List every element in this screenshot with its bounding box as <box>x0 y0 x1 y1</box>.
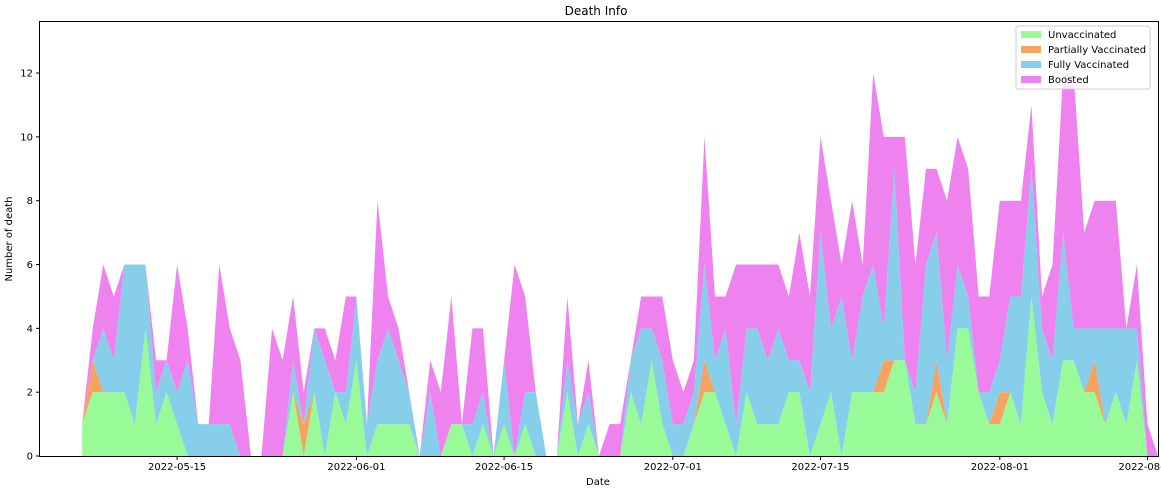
x-axis-ticks: 2022-05-15 2022-06-01 2022-06-15 2022-07-01… <box>148 456 1161 473</box>
y-tick-label: 2 <box>27 388 33 399</box>
area-fully-vaccinated <box>82 168 1159 457</box>
legend-label: Partially Vaccinated <box>1048 45 1146 56</box>
stacked-areas <box>82 73 1159 457</box>
legend-label: Fully Vaccinated <box>1048 60 1129 71</box>
y-tick-label: 4 <box>27 324 33 335</box>
y-tick-label: 8 <box>27 196 33 207</box>
y-tick-label: 0 <box>27 452 33 463</box>
x-axis-label: Date <box>586 477 610 488</box>
legend-box <box>1015 25 1151 90</box>
x-tick-label: 2022-07-15 <box>791 462 849 473</box>
y-tick-label: 12 <box>20 69 33 80</box>
y-tick-label: 6 <box>27 260 33 271</box>
legend-swatch <box>1021 76 1041 83</box>
x-tick-label: 2022-08-15 <box>1118 462 1161 473</box>
chart-title: Death Info <box>565 4 628 18</box>
x-tick-label: 2022-06-01 <box>327 462 385 473</box>
legend-swatch <box>1021 61 1041 68</box>
legend-label: Unvaccinated <box>1048 30 1116 41</box>
legend-label: Boosted <box>1048 75 1089 86</box>
legend-swatch <box>1021 31 1041 38</box>
area-unvaccinated <box>82 296 1159 456</box>
x-tick-label: 2022-07-01 <box>644 462 702 473</box>
plot-frame <box>39 21 1159 457</box>
x-tick-label: 2022-05-15 <box>148 462 206 473</box>
legend-swatch <box>1021 46 1041 53</box>
legend: Unvaccinated Partially Vaccinated Fully Va… <box>1015 25 1151 90</box>
y-axis-ticks: 0 2 4 6 8 10 12 <box>20 69 40 463</box>
x-tick-label: 2022-06-15 <box>475 462 533 473</box>
y-axis-label: Number of death <box>4 196 15 281</box>
y-tick-label: 10 <box>20 132 33 143</box>
area-boosted <box>82 73 1159 456</box>
x-tick-label: 2022-08-01 <box>971 462 1029 473</box>
